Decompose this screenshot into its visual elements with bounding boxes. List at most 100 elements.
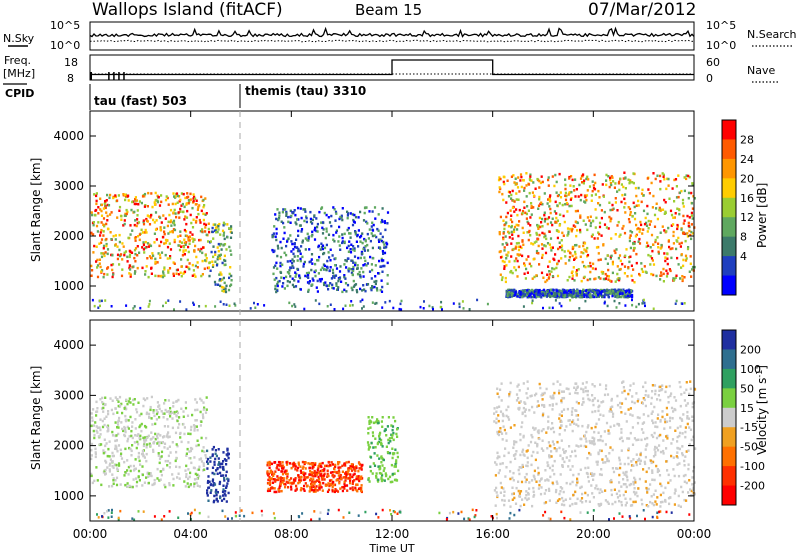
echo-cell	[134, 236, 137, 239]
echo-cell	[167, 232, 170, 235]
echo-cell	[607, 227, 610, 230]
echo-cell	[275, 276, 278, 280]
echo-cell	[644, 480, 647, 483]
echo-cell	[343, 462, 346, 465]
echo-cell	[158, 244, 161, 248]
echo-cell	[319, 469, 322, 473]
echo-cell	[219, 284, 222, 288]
echo-cell	[202, 218, 205, 222]
echo-cell	[126, 210, 129, 214]
echo-cell	[554, 253, 557, 256]
echo-cell	[582, 295, 586, 298]
echo-cell	[576, 229, 579, 232]
echo-cell	[687, 197, 690, 200]
echo-cell	[332, 233, 335, 237]
echo-cell	[575, 414, 578, 417]
echo-cell	[333, 240, 336, 243]
echo-cell	[320, 469, 324, 473]
echo-cell	[120, 452, 123, 455]
echo-cell	[171, 417, 174, 420]
echo-cell	[316, 225, 319, 229]
echo-cell	[625, 248, 628, 251]
echo-cell	[352, 267, 355, 271]
echo-cell	[637, 204, 640, 207]
echo-cell	[549, 194, 552, 197]
echo-cell	[668, 384, 671, 388]
echo-cell	[206, 462, 210, 465]
echo-cell	[380, 259, 384, 262]
echo-cell	[189, 471, 192, 475]
echo-cell	[617, 293, 620, 296]
echo-cell	[297, 229, 300, 233]
echo-cell	[94, 421, 97, 424]
echo-cell	[621, 292, 624, 295]
echo-cell	[596, 289, 599, 292]
echo-cell	[136, 266, 139, 270]
echo-cell	[272, 232, 275, 235]
echo-cell	[560, 304, 563, 308]
echo-cell	[144, 270, 147, 273]
echo-cell	[179, 230, 182, 233]
echo-cell	[565, 387, 568, 390]
colorbar-frame	[721, 119, 737, 296]
echo-cell	[292, 211, 295, 214]
echo-cell	[290, 477, 293, 480]
echo-cell	[272, 272, 275, 276]
echo-cell	[115, 476, 119, 480]
echo-cell	[567, 232, 570, 236]
echo-cell	[333, 470, 336, 474]
echo-cell	[318, 488, 321, 491]
echo-cell	[505, 290, 508, 293]
echo-cell	[509, 209, 512, 212]
echo-cell	[92, 424, 95, 427]
echo-cell	[523, 186, 526, 190]
echo-cell	[281, 285, 284, 288]
echo-cell	[684, 430, 687, 434]
echo-cell	[584, 265, 587, 269]
echo-cell	[359, 287, 362, 291]
echo-cell	[566, 279, 569, 282]
echo-cell	[164, 485, 167, 489]
echo-cell	[225, 463, 228, 466]
echo-cell	[163, 230, 166, 233]
noise-tick-lo-right: 10^0	[706, 39, 736, 52]
echo-cell	[337, 462, 340, 466]
echo-cell	[530, 242, 533, 245]
echo-cell	[651, 206, 654, 209]
echo-cell	[513, 200, 516, 203]
echo-cell	[379, 238, 382, 241]
echo-cell	[555, 212, 558, 215]
echo-cell	[593, 430, 596, 434]
echo-cell	[616, 394, 619, 398]
echo-cell	[225, 484, 228, 488]
echo-cell	[672, 279, 675, 282]
echo-cell	[607, 268, 610, 272]
echo-cell	[635, 305, 638, 309]
echo-cell	[511, 293, 514, 297]
echo-cell	[112, 479, 115, 482]
echo-cell	[311, 218, 314, 222]
echo-cell	[325, 227, 328, 230]
echo-cell	[298, 249, 301, 253]
echo-cell	[341, 486, 344, 489]
echo-cell	[227, 456, 230, 460]
echo-cell	[186, 258, 189, 262]
echo-cell	[154, 211, 158, 214]
echo-cell	[549, 295, 552, 299]
echo-cell	[458, 302, 461, 306]
echo-cell	[545, 431, 548, 434]
echo-cell	[528, 294, 531, 298]
freq-panel-frame	[89, 54, 695, 81]
echo-cell	[624, 211, 627, 214]
echo-cell	[607, 459, 610, 463]
echo-cell	[189, 198, 192, 201]
echo-cell	[222, 488, 225, 491]
echo-cell	[521, 498, 524, 501]
echo-cell	[160, 194, 163, 197]
echo-cell	[509, 218, 512, 221]
echo-cell	[529, 178, 532, 182]
echo-cell	[616, 265, 619, 268]
echo-cell	[382, 458, 385, 462]
echo-cell	[572, 224, 575, 227]
echo-cell	[304, 210, 307, 213]
